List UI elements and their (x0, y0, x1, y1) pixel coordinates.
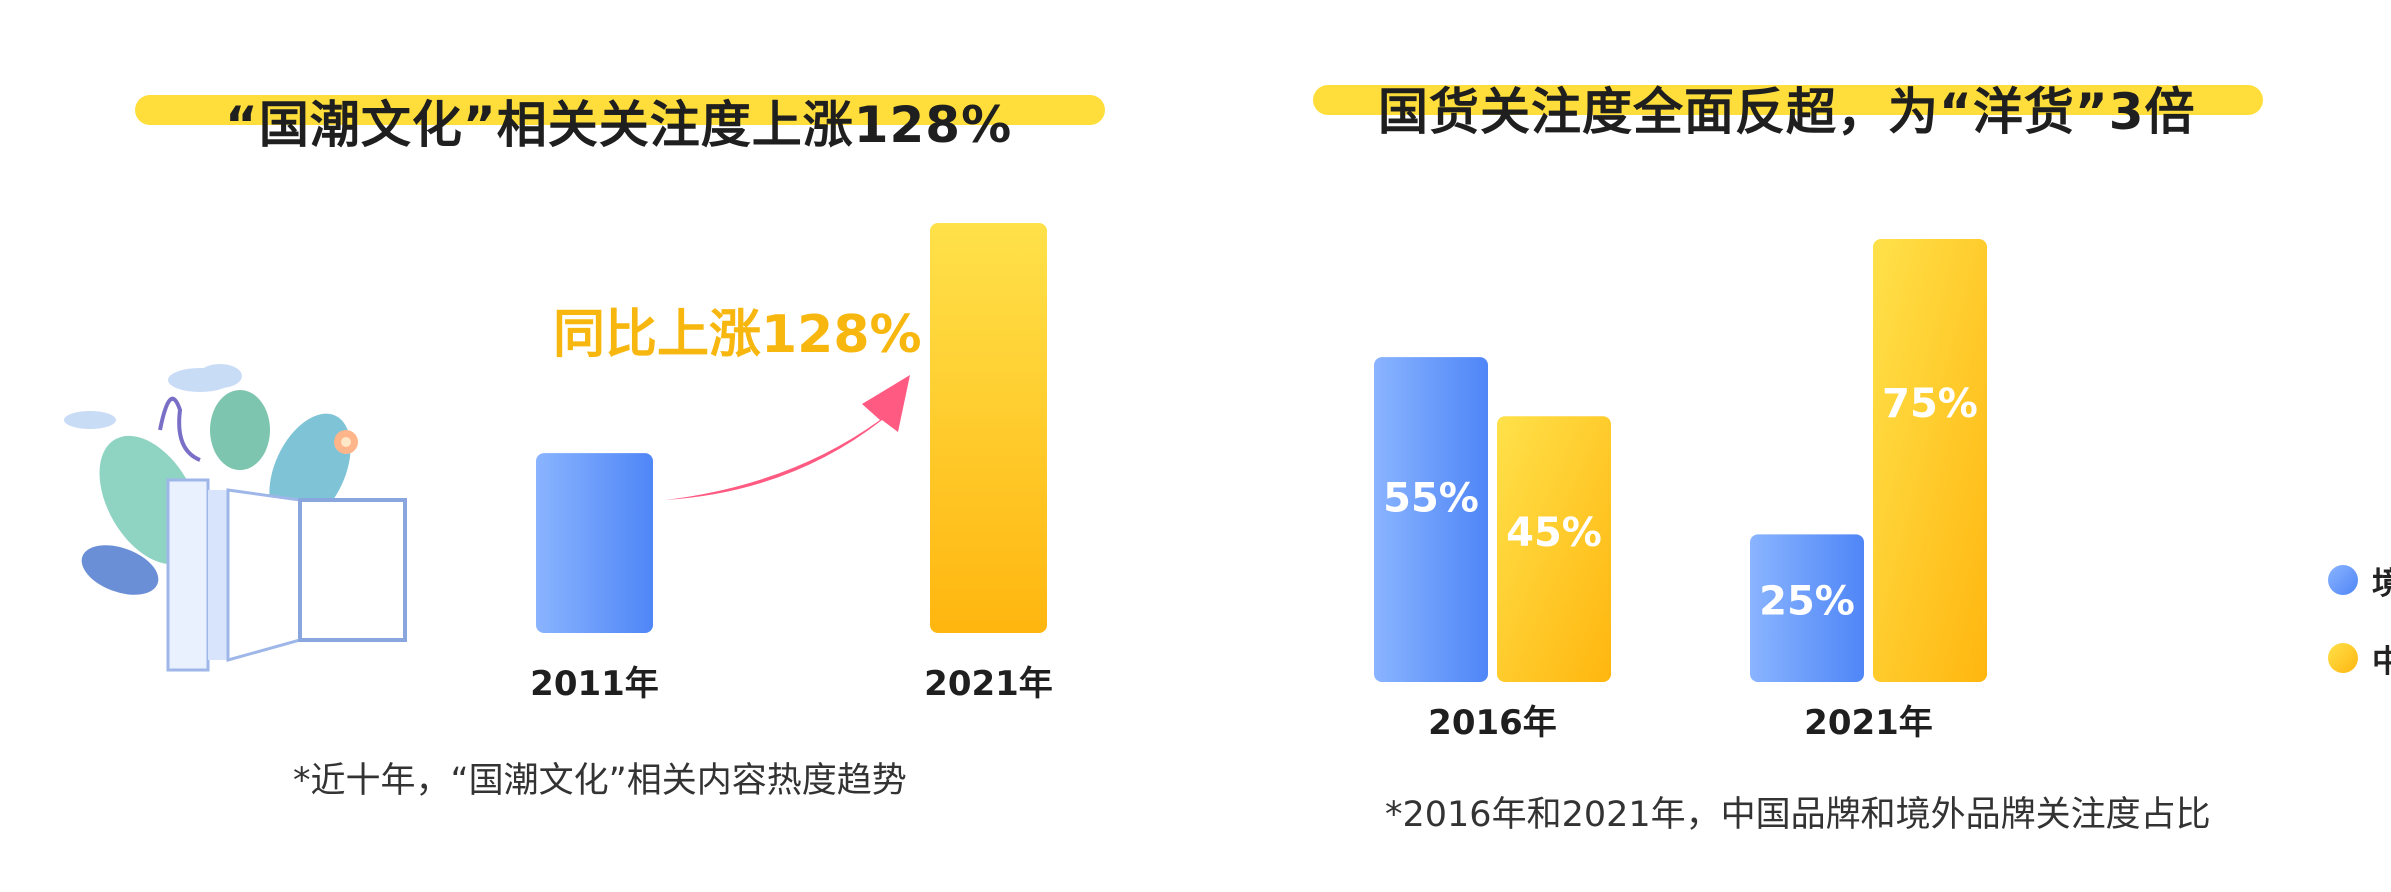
legend-dot-foreign (2328, 565, 2358, 595)
right-chart-panel: 国货关注度全面反超，为“洋货”3倍 55% 45% 2016年 25% 75% 2021年… (1195, 0, 2391, 892)
cloud-icon (64, 364, 242, 429)
left-chart-title: “国潮文化”相关关注度上涨128% (225, 96, 1013, 154)
data-label-0-1: 45% (1506, 510, 1602, 556)
data-label-1-0: 25% (1759, 578, 1855, 624)
left-caption: *近十年，“国潮文化”相关内容热度趋势 (293, 761, 907, 801)
x-tick-label-1: 2021年 (1804, 703, 1933, 743)
trend-arrow-icon (665, 375, 910, 500)
right-caption: *2016年和2021年，中国品牌和境外品牌关注度占比 (1385, 795, 2211, 835)
right-title-highlight (1313, 85, 2263, 115)
x-tick-label-0: 2011年 (530, 664, 659, 704)
legend-item-china: 中国品牌 (2328, 635, 2391, 681)
data-label-1-1: 75% (1882, 381, 1978, 427)
legend-label-china: 中国品牌 (2372, 643, 2391, 680)
legend-label-foreign: 境外品牌 (2372, 565, 2391, 602)
bar-1 (930, 223, 1047, 633)
right-grouped-bar-chart: 55% 45% 2016年 25% 75% 2021年 (1374, 239, 1987, 743)
left-bar-chart: 2011年 2021年 同比上涨128% (530, 223, 1053, 704)
data-label-0-0: 55% (1383, 476, 1479, 522)
book-icon (166, 478, 407, 672)
x-tick-label-0: 2016年 (1428, 703, 1557, 743)
bar-0-1 (1497, 416, 1611, 682)
book-plant-illustration (64, 364, 407, 672)
right-chart-title: 国货关注度全面反超，为“洋货”3倍 (1378, 83, 2196, 141)
bar-0-0 (1374, 357, 1488, 682)
left-chart-panel: “国潮文化”相关关注度上涨128% (0, 0, 1195, 892)
legend-item-foreign: 境外品牌 (2328, 557, 2391, 603)
legend-dot-china (2328, 643, 2358, 673)
left-title-highlight (135, 95, 1105, 125)
x-tick-label-1: 2021年 (924, 664, 1053, 704)
growth-annotation: 同比上涨128% (553, 305, 922, 365)
bar-1-1 (1873, 239, 1987, 682)
chart-legend: 境外品牌 中国品牌 (2328, 557, 2391, 713)
bar-0 (536, 453, 653, 633)
bar-1-0 (1750, 534, 1864, 682)
